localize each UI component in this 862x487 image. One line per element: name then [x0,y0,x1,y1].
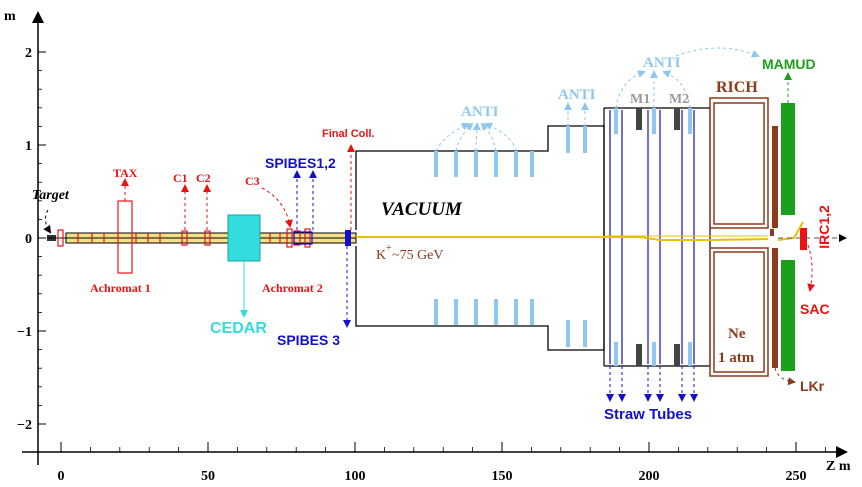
label-anti-1: ANTI [461,104,499,120]
spibes-block [293,231,313,245]
label-beam-energy: ~75 GeV [392,248,444,263]
irc-block [770,229,774,236]
label-rich: RICH [716,79,758,96]
y-tick-label: −2 [17,418,32,433]
label-vacuum: VACUUM [381,199,463,220]
lkr-calorimeter [772,126,778,228]
magnet-m1 [636,108,642,130]
label-m1: M1 [630,92,650,107]
beam [356,221,847,242]
spectrometer [603,107,711,367]
label-ne-pressure: 1 atm [718,350,755,366]
beamline [47,200,357,274]
label-irc: IRC1,2 [816,205,832,249]
label-lkr: LKr [800,378,825,394]
label-achromat2: Achromat 2 [262,281,323,295]
cedar-block [227,214,261,262]
y-tick-label: 0 [25,232,32,247]
label-tax: TAX [113,166,138,180]
x-unit-label: Z m [826,459,851,474]
rich-vessel [709,97,769,377]
label-cedar: CEDAR [210,320,267,337]
anti-counters-vacuum [434,126,587,347]
label-final-coll: Final Coll. [322,128,375,140]
x-tick-label: 200 [639,469,660,484]
label-anti-3: ANTI [643,55,681,71]
x-tick-label: 150 [492,469,513,484]
label-target: Target [32,188,70,203]
label-spibes3: SPIBES 3 [277,332,340,348]
label-c1: C1 [173,171,188,185]
y-unit-label: m [4,9,16,24]
x-tick-label: 0 [58,469,65,484]
label-ne: Ne [728,326,746,342]
y-tick-label: 1 [25,139,32,154]
label-anti-2: ANTI [558,87,596,103]
sac-block [800,228,807,250]
magnet-m2 [674,108,680,130]
axes: m Z m 0 50 100 150 200 250 2 1 0 −1 −2 [4,9,851,484]
y-tick-label: 2 [25,46,32,61]
label-beam-k: K [376,248,386,263]
final-coll-block [345,230,351,246]
x-tick-label: 50 [201,469,215,484]
label-spibes12: SPIBES1,2 [265,155,336,171]
label-achromat1: Achromat 1 [90,281,151,295]
label-sac: SAC [800,301,830,317]
label-straw-tubes: Straw Tubes [604,406,692,423]
x-tick-label: 100 [345,469,366,484]
label-c3: C3 [245,174,260,188]
x-tick-label: 250 [786,469,807,484]
label-mamud: MAMUD [762,56,816,72]
mamud-magnet [781,103,795,215]
component-labels: Target TAX C1 C2 C3 Achromat 1 Achromat … [32,55,832,423]
label-m2: M2 [669,92,689,107]
label-beam-plus: + [386,243,392,254]
y-tick-label: −1 [17,325,32,340]
label-c2: C2 [196,171,211,185]
